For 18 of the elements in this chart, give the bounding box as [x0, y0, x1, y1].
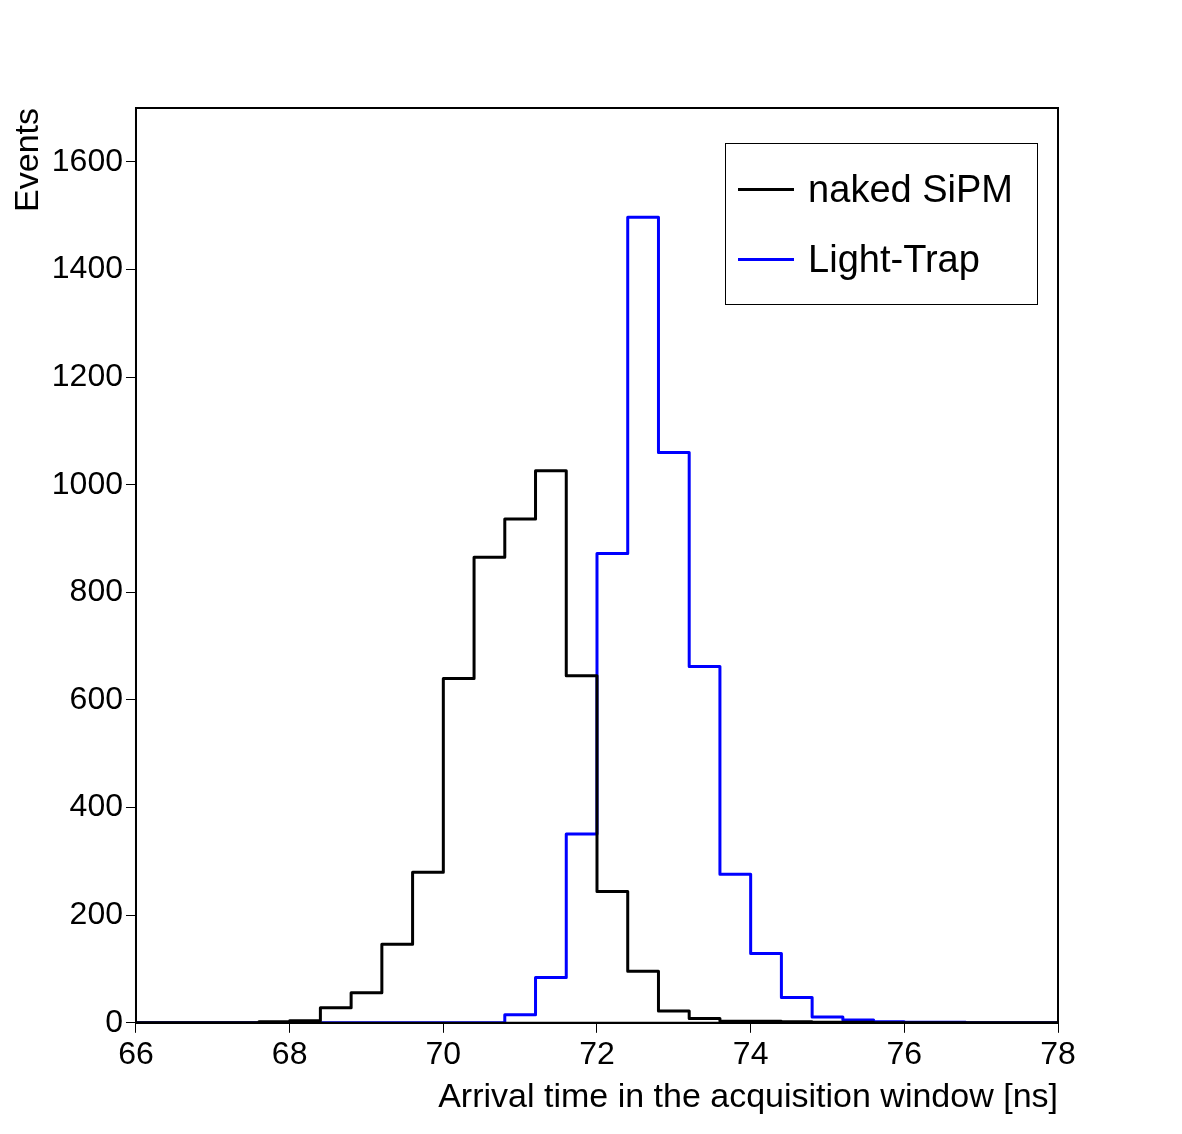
x-tick-label: 76	[886, 1034, 923, 1071]
y-axis-title: Events	[6, 108, 45, 212]
legend-label: Light-Trap	[808, 237, 980, 281]
y-tick-label: 1000	[51, 464, 123, 501]
x-tick-label: 72	[579, 1034, 615, 1071]
y-tick-label: 800	[69, 572, 123, 609]
y-tick-label: 1400	[51, 249, 123, 286]
x-tick-label: 70	[425, 1034, 462, 1071]
legend-label: naked SiPM	[808, 167, 1013, 211]
y-tick-label: 600	[69, 679, 123, 716]
x-tick-label: 68	[271, 1034, 308, 1071]
y-tick-label: 1600	[51, 141, 123, 178]
x-tick-label: 78	[1040, 1034, 1076, 1071]
x-axis-title: Arrival time in the acquisition window [ns]	[438, 1075, 1058, 1114]
y-tick-label: 200	[69, 895, 123, 931]
y-tick-label: 1200	[51, 356, 123, 393]
y-tick-label: 400	[69, 787, 123, 824]
x-tick-label: 74	[732, 1034, 769, 1071]
